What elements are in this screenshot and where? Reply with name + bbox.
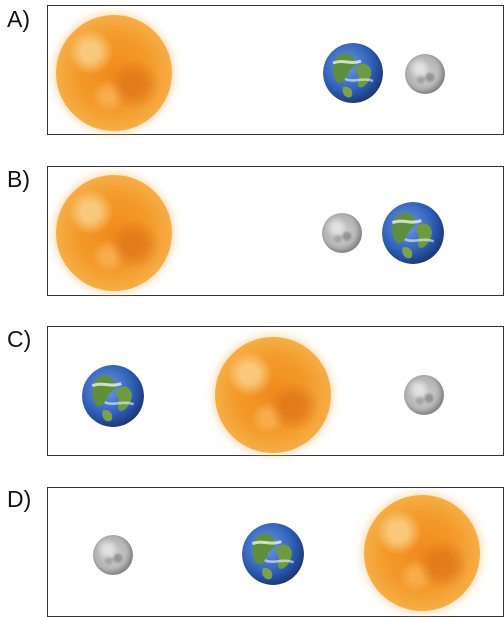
option-c-panel[interactable]	[47, 326, 504, 456]
option-label-c: C)	[7, 326, 32, 352]
option-a-panel[interactable]	[47, 5, 504, 135]
earth-icon	[82, 365, 144, 427]
earth-icon	[323, 43, 383, 103]
sun-icon	[215, 337, 331, 453]
earth-icon	[382, 202, 444, 264]
moon-icon	[322, 213, 362, 253]
moon-icon	[405, 54, 445, 94]
option-label-b: B)	[7, 166, 30, 192]
option-d-panel[interactable]	[47, 487, 504, 617]
option-label-d: D)	[7, 486, 32, 512]
earth-icon	[242, 523, 304, 585]
sun-icon	[364, 495, 480, 611]
moon-icon	[93, 535, 133, 575]
moon-icon	[404, 375, 444, 415]
sun-icon	[56, 15, 172, 131]
option-b-panel[interactable]	[47, 166, 504, 296]
sun-icon	[56, 175, 172, 291]
option-label-a: A)	[7, 6, 30, 32]
